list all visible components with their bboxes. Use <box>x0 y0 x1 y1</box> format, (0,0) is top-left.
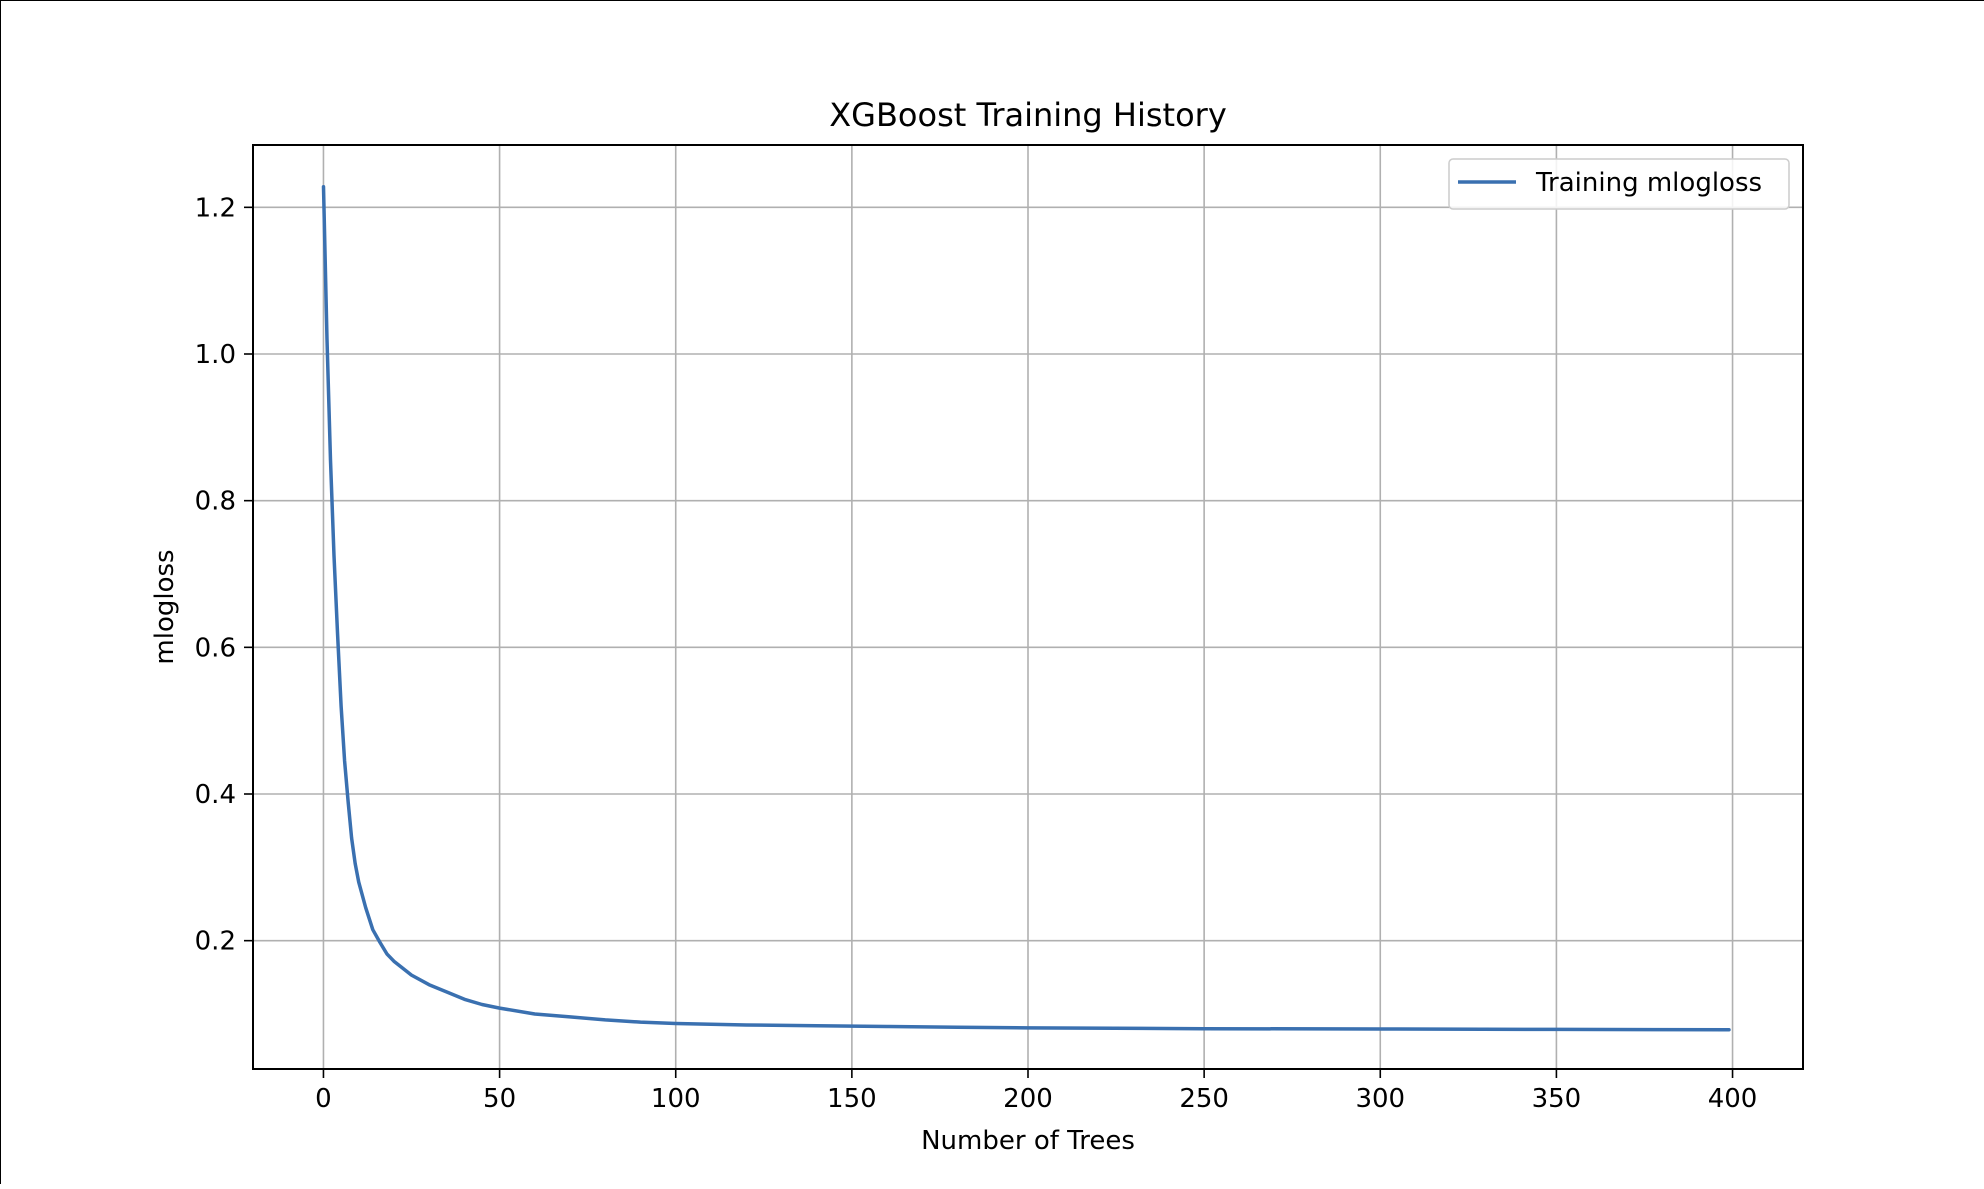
y-tick-label: 1.2 <box>195 193 236 223</box>
series-line-training-mlogloss <box>321 185 1731 1032</box>
x-tick-label: 50 <box>483 1084 516 1114</box>
y-tick-label: 0.8 <box>195 487 236 517</box>
chart-title: XGBoost Training History <box>829 96 1227 134</box>
grid-lines <box>253 145 1803 1069</box>
x-tick-label: 200 <box>1003 1084 1053 1114</box>
legend: Training mlogloss <box>1448 158 1790 210</box>
y-axis-label: mlogloss <box>150 549 180 664</box>
x-tick-label: 400 <box>1708 1084 1758 1114</box>
x-axis-label: Number of Trees <box>921 1126 1135 1156</box>
y-tick-label: 0.4 <box>195 780 236 810</box>
x-tick-label: 0 <box>315 1084 332 1114</box>
y-axis-ticks: 0.2 0.4 0.6 0.8 1.0 1.2 <box>195 193 253 957</box>
x-tick-label: 350 <box>1532 1084 1582 1114</box>
legend-box <box>1448 158 1790 210</box>
x-tick-label: 150 <box>827 1084 877 1114</box>
x-tick-label: 250 <box>1179 1084 1229 1114</box>
series-layer <box>321 185 1731 1032</box>
x-axis-ticks: 0 50 100 150 200 250 300 350 400 <box>315 1069 1757 1114</box>
legend-label: Training mlogloss <box>1535 168 1762 198</box>
x-tick-label: 300 <box>1355 1084 1405 1114</box>
y-tick-label: 0.6 <box>195 633 236 663</box>
x-tick-label: 100 <box>651 1084 701 1114</box>
y-tick-label: 0.2 <box>195 927 236 957</box>
y-tick-label: 1.0 <box>195 340 236 370</box>
